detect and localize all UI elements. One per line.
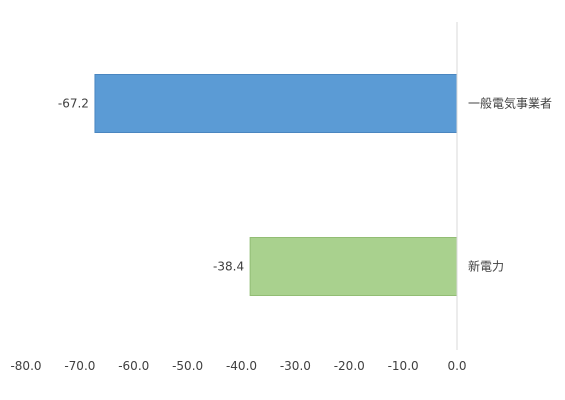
x-axis-tick-labels: -80.0 -70.0 -60.0 -50.0 -40.0 -30.0 -20.0 -10.0… <box>10 359 466 373</box>
x-tick-label: -70.0 <box>64 359 95 373</box>
x-tick-label: -80.0 <box>10 359 41 373</box>
category-label-2: 新電力 <box>468 259 504 274</box>
data-labels-layer: -67.2 -38.4 <box>58 97 244 274</box>
x-tick-label: -20.0 <box>334 359 365 373</box>
bar-2 <box>249 237 458 296</box>
x-tick-label: -60.0 <box>118 359 149 373</box>
x-tick-label: -30.0 <box>280 359 311 373</box>
x-tick-label: -40.0 <box>226 359 257 373</box>
data-label-1: -67.2 <box>58 97 89 111</box>
x-tick-label: 0.0 <box>447 359 466 373</box>
category-label-1: 一般電気事業者 <box>468 96 552 111</box>
x-tick-label: -50.0 <box>172 359 203 373</box>
bars-layer <box>94 74 458 296</box>
bar-1 <box>94 74 458 133</box>
data-label-2: -38.4 <box>213 260 244 274</box>
x-tick-label: -10.0 <box>388 359 419 373</box>
